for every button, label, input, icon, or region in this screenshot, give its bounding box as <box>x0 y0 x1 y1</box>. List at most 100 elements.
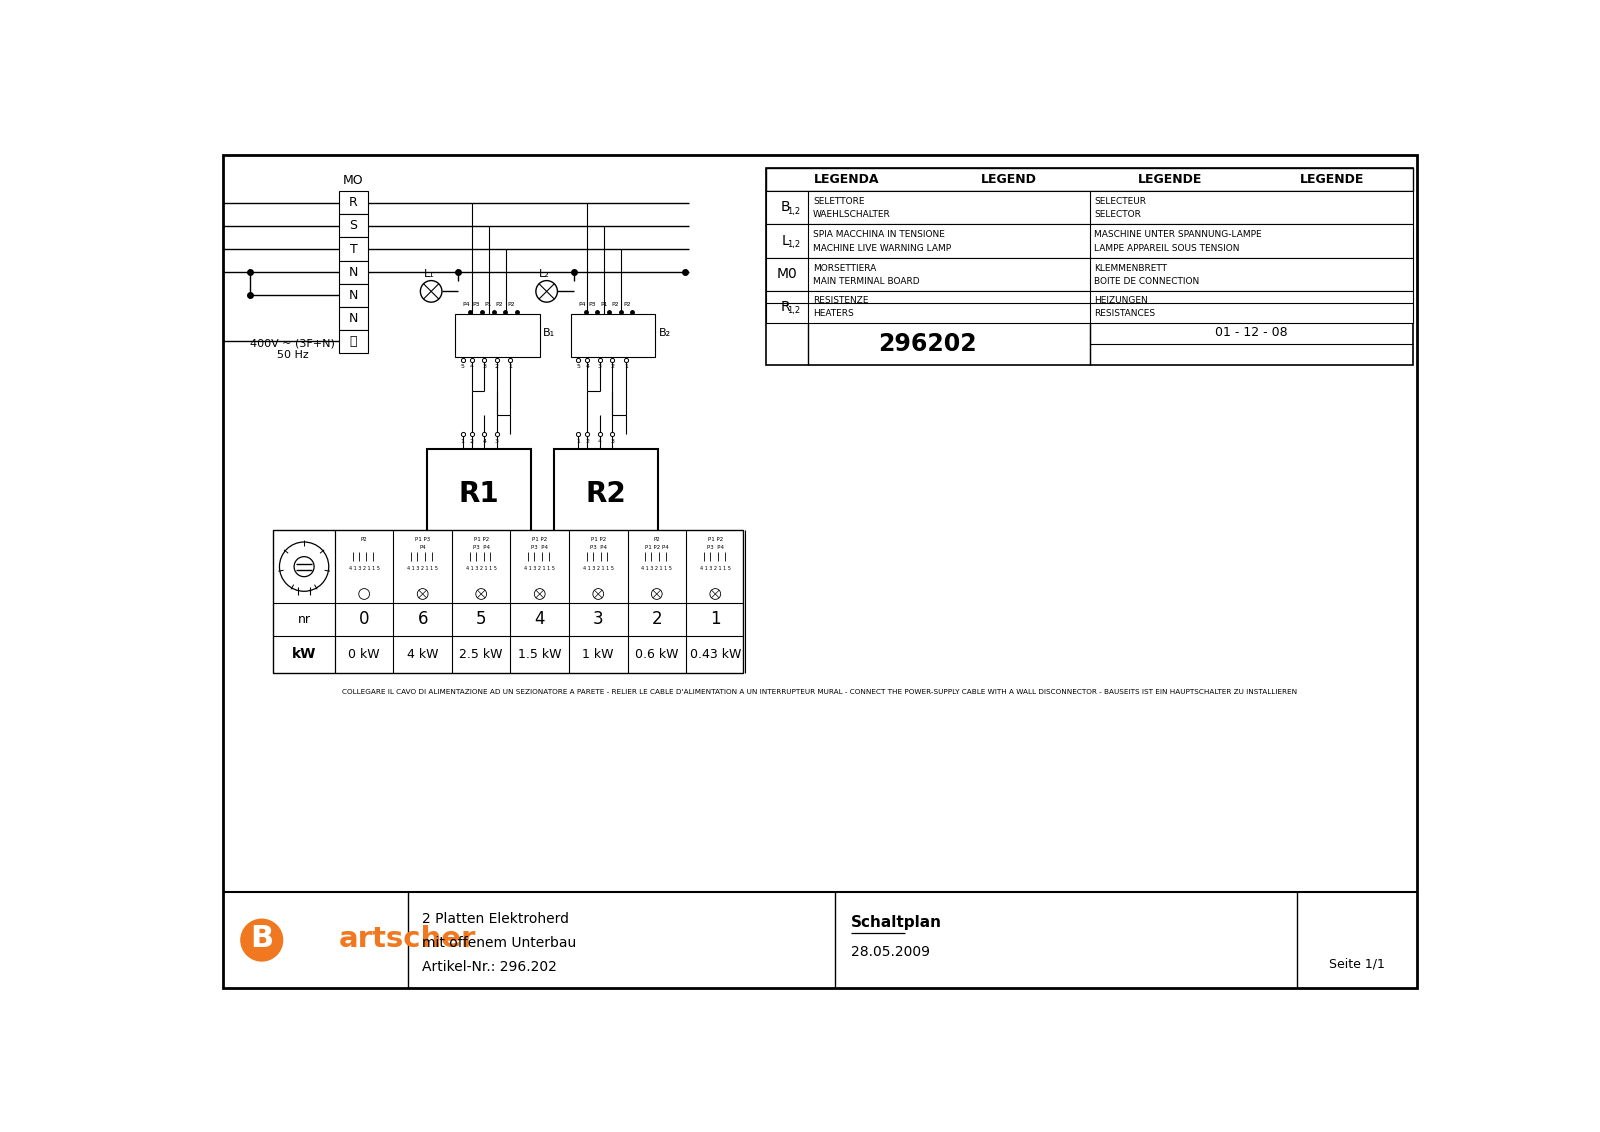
Circle shape <box>240 918 283 962</box>
Text: MORSETTIERA: MORSETTIERA <box>813 264 877 273</box>
Text: P3  P4: P3 P4 <box>472 544 490 549</box>
Text: MACHINE LIVE WARNING LAMP: MACHINE LIVE WARNING LAMP <box>813 245 950 254</box>
Text: RESISTENZE: RESISTENZE <box>813 297 869 306</box>
Text: LEGENDE: LEGENDE <box>1138 173 1203 187</box>
Text: P1 P2: P1 P2 <box>533 537 547 542</box>
Text: R1: R1 <box>459 480 499 507</box>
Bar <box>339 191 368 214</box>
Text: COLLEGARE IL CAVO DI ALIMENTAZIONE AD UN SEZIONATORE A PARETE - RELIER LE CABLE : COLLEGARE IL CAVO DI ALIMENTAZIONE AD UN… <box>342 688 1298 695</box>
Text: S: S <box>349 220 357 232</box>
Text: P3: P3 <box>589 302 595 307</box>
Text: MO: MO <box>342 174 363 187</box>
Text: 1,2: 1,2 <box>787 240 800 249</box>
Text: MAIN TERMINAL BOARD: MAIN TERMINAL BOARD <box>813 277 920 286</box>
Text: Seite 1/1: Seite 1/1 <box>1330 958 1386 970</box>
Text: P3  P4: P3 P4 <box>590 544 606 549</box>
Text: 4 1 3 2 1 1 5: 4 1 3 2 1 1 5 <box>642 566 672 571</box>
Text: artscher: artscher <box>339 925 477 952</box>
Bar <box>274 530 742 672</box>
Bar <box>766 224 1413 258</box>
Text: 4 1 3 2 1 1 5: 4 1 3 2 1 1 5 <box>466 566 496 571</box>
Text: L₂: L₂ <box>539 269 550 280</box>
Text: P3  P4: P3 P4 <box>531 544 549 549</box>
Text: 2: 2 <box>610 363 614 369</box>
Text: 4 1 3 2 1 1 5: 4 1 3 2 1 1 5 <box>582 566 614 571</box>
Text: 4 kW: 4 kW <box>406 648 438 661</box>
Text: 0: 0 <box>358 610 370 628</box>
Bar <box>766 169 1413 365</box>
Bar <box>766 291 1413 323</box>
Text: 2 Platten Elektroherd: 2 Platten Elektroherd <box>422 912 570 926</box>
Text: P2: P2 <box>653 537 661 542</box>
Bar <box>766 169 1413 191</box>
Text: P2: P2 <box>360 537 368 542</box>
Text: SELETTORE: SELETTORE <box>813 197 864 206</box>
Text: 3: 3 <box>482 363 486 369</box>
Text: 1.5 kW: 1.5 kW <box>518 648 562 661</box>
Bar <box>339 329 368 353</box>
Text: R: R <box>349 196 358 209</box>
Text: BOITE DE CONNECTION: BOITE DE CONNECTION <box>1094 277 1200 286</box>
Text: R: R <box>781 300 790 314</box>
Text: SELECTEUR: SELECTEUR <box>1094 197 1146 206</box>
Text: kW: kW <box>291 648 317 661</box>
Text: 4: 4 <box>534 610 546 628</box>
Text: MASCHINE UNTER SPANNUNG-LAMPE: MASCHINE UNTER SPANNUNG-LAMPE <box>1094 230 1262 239</box>
Text: 1,2: 1,2 <box>787 207 800 216</box>
Text: P4: P4 <box>419 544 426 549</box>
Text: P1 P2: P1 P2 <box>590 537 606 542</box>
Text: HEIZUNGEN: HEIZUNGEN <box>1094 297 1147 306</box>
Text: 2: 2 <box>586 439 589 444</box>
Text: N: N <box>349 289 358 302</box>
Text: B: B <box>250 924 274 953</box>
Bar <box>554 449 658 538</box>
Text: 3: 3 <box>494 439 499 444</box>
Bar <box>766 191 1413 224</box>
Bar <box>454 315 539 357</box>
Text: P1 P3: P1 P3 <box>414 537 430 542</box>
Text: B₂: B₂ <box>658 328 670 338</box>
Bar <box>427 449 531 538</box>
Bar <box>339 260 368 284</box>
Text: 6: 6 <box>418 610 427 628</box>
Text: M0: M0 <box>778 267 798 282</box>
Text: 1: 1 <box>624 363 627 369</box>
Text: 01 - 12 - 08: 01 - 12 - 08 <box>1214 326 1288 338</box>
Text: 296202: 296202 <box>878 332 978 355</box>
Text: P2: P2 <box>496 302 504 307</box>
Text: 1: 1 <box>461 439 464 444</box>
Text: 3: 3 <box>598 363 602 369</box>
Text: Schaltplan: Schaltplan <box>851 916 942 931</box>
Text: P2: P2 <box>622 302 630 307</box>
Text: P4: P4 <box>578 302 586 307</box>
Text: P1 P2: P1 P2 <box>474 537 490 542</box>
Text: 2: 2 <box>470 439 474 444</box>
Text: 1,2: 1,2 <box>787 306 800 315</box>
Text: 4: 4 <box>470 363 474 369</box>
Text: 5: 5 <box>576 363 581 369</box>
Text: 1: 1 <box>576 439 581 444</box>
Bar <box>339 238 368 260</box>
Text: L₁: L₁ <box>424 269 434 280</box>
Text: Artikel-Nr.: 296.202: Artikel-Nr.: 296.202 <box>422 960 557 974</box>
Text: P4: P4 <box>462 302 470 307</box>
Text: 4: 4 <box>482 439 486 444</box>
Text: RESISTANCES: RESISTANCES <box>1094 309 1155 318</box>
Text: KLEMMENBRETT: KLEMMENBRETT <box>1094 264 1166 273</box>
Text: 2.5 kW: 2.5 kW <box>459 648 502 661</box>
Text: B: B <box>781 200 790 214</box>
Text: 4 1 3 2 1 1 5: 4 1 3 2 1 1 5 <box>408 566 438 571</box>
Text: mit offenem Unterbau: mit offenem Unterbau <box>422 936 576 950</box>
Text: P1 P2: P1 P2 <box>707 537 723 542</box>
Text: 2: 2 <box>651 610 662 628</box>
Text: 2: 2 <box>494 363 499 369</box>
Bar <box>339 307 368 329</box>
Text: 4 1 3 2 1 1 5: 4 1 3 2 1 1 5 <box>699 566 731 571</box>
Text: SELECTOR: SELECTOR <box>1094 211 1141 220</box>
Text: WAEHLSCHALTER: WAEHLSCHALTER <box>813 211 891 220</box>
Text: P3: P3 <box>472 302 480 307</box>
Text: 4 1 3 2 1 1 5: 4 1 3 2 1 1 5 <box>525 566 555 571</box>
Text: 5: 5 <box>475 610 486 628</box>
Text: T: T <box>349 242 357 256</box>
Text: P1: P1 <box>485 302 491 307</box>
